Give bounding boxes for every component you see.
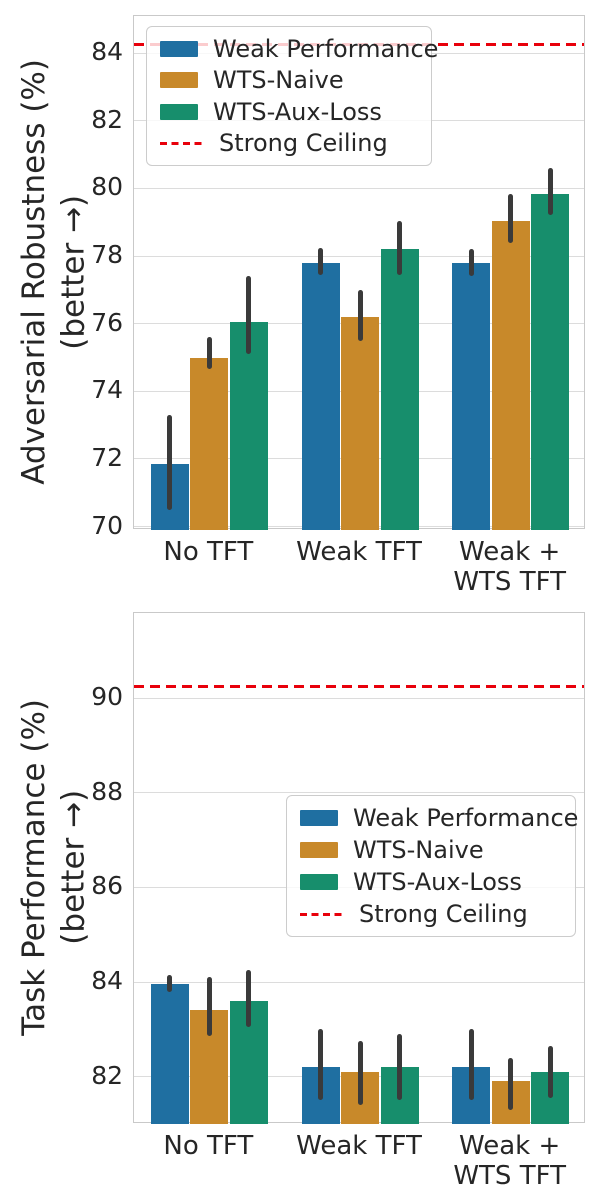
- task-performance-chart: Task Performance (%) (better →) Weak Perfo…: [0, 600, 600, 1200]
- bar-weak-performance: [150, 984, 189, 1124]
- y-tick-label: 90: [91, 682, 123, 712]
- error-bar: [357, 289, 363, 341]
- adversarial-robustness-chart: Adversarial Robustness (%) (better →) Weak…: [16, 15, 595, 597]
- bar-wts-naive: [190, 357, 229, 530]
- error-bar: [468, 249, 474, 277]
- strong-ceiling-line: [134, 685, 584, 688]
- x-tick-label: Weak TFT: [274, 1131, 444, 1161]
- legend: Weak Performance WTS-Naive WTS-Aux-Loss Str…: [146, 26, 438, 166]
- error-bar: [397, 1034, 402, 1101]
- y-tick-label: 72: [91, 442, 123, 472]
- x-tick-label-line: Weak +: [459, 537, 561, 567]
- error-bar: [357, 1041, 363, 1106]
- error-bar: [397, 220, 402, 275]
- x-tick-label-line: Weak TFT: [296, 1131, 422, 1161]
- gridline: [134, 792, 584, 794]
- plot-area: Weak Performance WTS-Naive WTS-Aux-Loss Str…: [133, 612, 585, 1124]
- bar-wts-aux-loss: [531, 193, 570, 530]
- error-bar: [246, 970, 252, 1027]
- y-tick-label: 84: [91, 966, 123, 996]
- gridline: [134, 255, 584, 257]
- error-bar: [206, 977, 212, 1037]
- legend-dash-swatch: [160, 141, 204, 145]
- x-tick-label-line: No TFT: [163, 537, 254, 567]
- legend-label: WTS-Aux-Loss: [213, 97, 382, 126]
- plot-area: Weak Performance WTS-Naive WTS-Aux-Loss Str…: [133, 15, 585, 530]
- error-bar: [547, 1045, 553, 1098]
- y-tick-label: 84: [91, 37, 123, 67]
- legend: Weak Performance WTS-Naive WTS-Aux-Loss Str…: [286, 795, 579, 937]
- bar-wts-aux-loss: [229, 322, 268, 530]
- legend-swatch: [300, 810, 338, 826]
- legend-label: Strong Ceiling: [219, 129, 388, 158]
- x-tick-label-line: WTS TFT: [453, 567, 566, 597]
- error-bar: [468, 1029, 474, 1101]
- x-tick-label: No TFT: [123, 1131, 293, 1161]
- error-bar: [508, 193, 514, 243]
- legend-item: Strong Ceiling: [147, 129, 431, 157]
- y-tick-label: 78: [91, 240, 123, 270]
- legend-swatch: [160, 72, 198, 89]
- x-tick-label: No TFT: [123, 537, 293, 567]
- bar-wts-naive: [341, 316, 379, 530]
- y-tick-label: 86: [91, 871, 123, 901]
- y-tick-label: 70: [91, 510, 123, 540]
- legend-label: WTS-Naive: [213, 66, 344, 95]
- error-bar: [167, 415, 173, 510]
- y-tick-label: 80: [91, 172, 123, 202]
- bar-wts-naive: [491, 220, 530, 530]
- error-bar: [246, 276, 252, 355]
- y-axis-label-line1: Adversarial Robustness (%): [16, 59, 53, 485]
- y-tick-label: 82: [91, 104, 123, 134]
- legend-label: WTS-Aux-Loss: [353, 868, 522, 896]
- x-tick-label: Weak + WTS TFT: [425, 537, 595, 597]
- legend-label: WTS-Naive: [353, 836, 484, 864]
- gridline: [134, 981, 584, 983]
- error-bar: [206, 337, 212, 370]
- legend-item: WTS-Aux-Loss: [147, 98, 431, 126]
- legend-swatch: [160, 103, 198, 120]
- x-tick-label-line: No TFT: [163, 1131, 254, 1161]
- bar-weak-performance: [301, 262, 340, 530]
- legend-item: WTS-Naive: [287, 836, 575, 864]
- x-tick-label-line: WTS TFT: [453, 1161, 566, 1191]
- error-bar: [318, 247, 323, 275]
- gridline: [134, 187, 584, 189]
- legend-swatch: [300, 874, 338, 890]
- x-tick-label: Weak TFT: [274, 537, 444, 567]
- legend-label: Strong Ceiling: [359, 900, 528, 928]
- y-tick-label: 76: [91, 307, 123, 337]
- legend-label: Weak Performance: [353, 804, 579, 832]
- legend-swatch: [160, 40, 198, 57]
- legend-item: WTS-Aux-Loss: [287, 868, 575, 896]
- legend-dash-swatch: [300, 912, 344, 916]
- legend-label: Weak Performance: [213, 34, 439, 63]
- legend-item: Strong Ceiling: [287, 900, 575, 928]
- bar-wts-aux-loss: [380, 249, 419, 530]
- error-bar: [318, 1029, 323, 1101]
- legend-item: WTS-Naive: [147, 66, 431, 94]
- x-tick-label-line: Weak +: [459, 1131, 561, 1161]
- error-bar: [508, 1057, 514, 1110]
- y-axis-label-line1: Task Performance (%): [16, 699, 53, 1036]
- x-tick-label-line: Weak TFT: [296, 537, 422, 567]
- error-bar: [547, 168, 553, 216]
- gridline: [134, 697, 584, 699]
- legend-swatch: [300, 842, 338, 858]
- y-tick-label: 74: [91, 375, 123, 405]
- bar-weak-performance: [452, 262, 491, 530]
- y-tick-label: 82: [91, 1060, 123, 1090]
- legend-item: Weak Performance: [287, 804, 579, 832]
- legend-item: Weak Performance: [147, 35, 438, 63]
- x-tick-label: Weak + WTS TFT: [425, 1131, 595, 1191]
- y-tick-label: 88: [91, 776, 123, 806]
- error-bar: [167, 974, 173, 992]
